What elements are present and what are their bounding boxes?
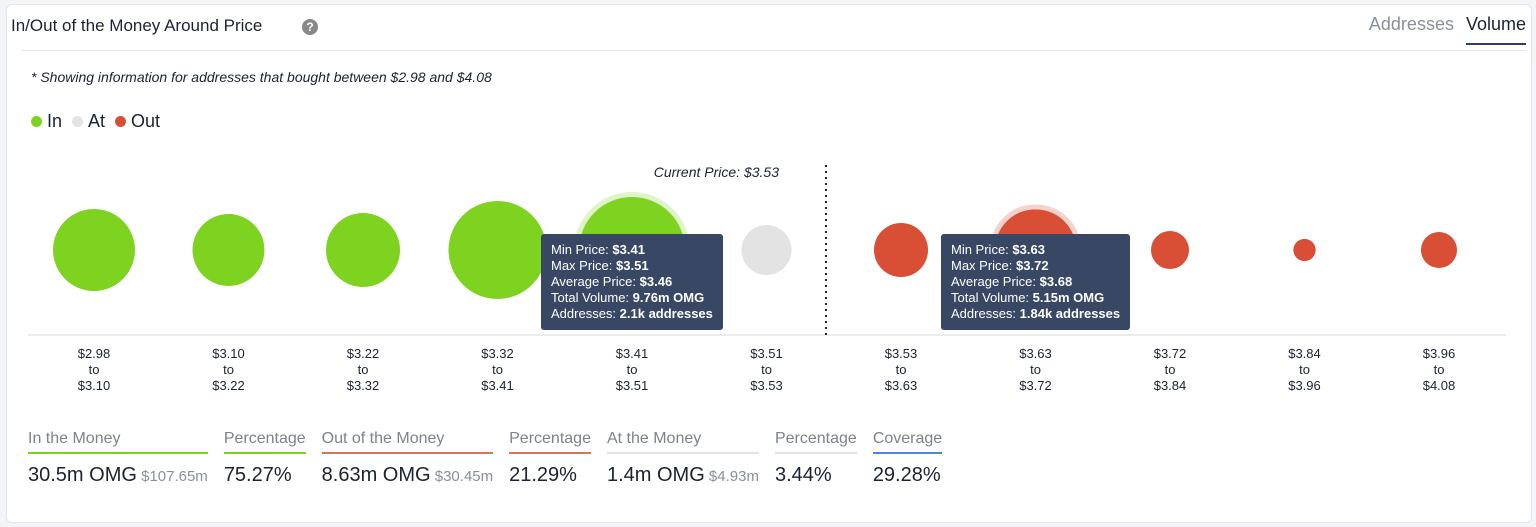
x-tick-label: $3.10	[78, 378, 111, 393]
tooltip: Min Price: $3.41 Max Price: $3.51 Average …	[541, 234, 723, 330]
x-tick-label: $3.53	[885, 346, 918, 361]
bubble-out[interactable]	[1420, 231, 1458, 269]
legend-out[interactable]: Out	[115, 111, 160, 132]
tooltip-row: Average Price: $3.46	[551, 274, 673, 289]
x-tick-label: $3.41	[481, 378, 514, 393]
current-price-label: Current Price: $3.53	[654, 164, 779, 180]
tooltip: Min Price: $3.63 Max Price: $3.72 Average …	[941, 234, 1131, 330]
legend: In At Out	[31, 111, 160, 132]
bubble-out[interactable]	[1150, 230, 1190, 270]
x-tick-label: $3.84	[1288, 346, 1321, 361]
x-tick-label: $3.22	[212, 378, 245, 393]
tooltip-row: Average Price: $3.68	[951, 274, 1073, 289]
x-tick-label: $3.32	[347, 378, 380, 393]
x-tick-label: to	[1434, 362, 1445, 377]
x-tick-label: $3.22	[347, 346, 380, 361]
x-tick-label: $3.72	[1019, 378, 1052, 393]
stat-out-of-the-money: Out of the Money 8.63m OMG $30.45m	[321, 430, 494, 486]
bubble-out[interactable]	[873, 222, 929, 278]
x-tick-label: $3.41	[616, 346, 649, 361]
x-tick-label: $3.53	[750, 378, 783, 393]
x-tick-label: to	[896, 362, 907, 377]
bubble-chart: $2.98to$3.10$3.10to$3.22$3.22to$3.32$3.3…	[28, 164, 1506, 393]
x-tick-label: $3.96	[1288, 378, 1321, 393]
x-tick-label: $3.32	[481, 346, 514, 361]
bubble-in[interactable]	[53, 209, 135, 291]
x-tick-label: $3.51	[616, 378, 649, 393]
x-tick-label: to	[223, 362, 234, 377]
tooltip-row: Total Volume: 9.76m OMG	[551, 290, 705, 305]
x-tick-label: $3.63	[1019, 346, 1052, 361]
x-tick-label: to	[1030, 362, 1041, 377]
tooltip-row: Min Price: $3.41	[551, 242, 645, 257]
x-tick-label: $3.96	[1423, 346, 1456, 361]
stat-in-the-money: In the Money 30.5m OMG $107.65m	[28, 430, 208, 486]
bubble-in[interactable]	[448, 201, 547, 299]
x-tick-label: $3.72	[1154, 346, 1187, 361]
x-tick-label: to	[1299, 362, 1310, 377]
x-tick-label: to	[358, 362, 369, 377]
tooltip-row: Total Volume: 5.15m OMG	[951, 290, 1105, 305]
tooltip-row: Addresses: 2.1k addresses	[551, 306, 713, 321]
bubble-at[interactable]	[741, 224, 792, 276]
x-tick-label: $2.98	[78, 346, 111, 361]
page-title: In/Out of the Money Around Price	[11, 16, 263, 35]
x-tick-label: to	[1165, 362, 1176, 377]
stat-percentage: Percentage 3.44%	[774, 430, 857, 486]
help-icon[interactable]: ?	[302, 19, 318, 35]
tooltip-row: Addresses: 1.84k addresses	[951, 306, 1121, 321]
stat-at-the-money: At the Money 1.4m OMG $4.93m	[606, 430, 759, 486]
tab-addresses[interactable]: Addresses	[1368, 14, 1454, 34]
stat-percentage: Percentage 21.29%	[509, 430, 591, 486]
x-tick-label: to	[89, 362, 100, 377]
bubble-in[interactable]	[192, 214, 265, 286]
legend-in[interactable]: In	[31, 111, 62, 132]
x-tick-label: $3.10	[212, 346, 245, 361]
x-tick-label: to	[492, 362, 503, 377]
x-tick-label: to	[761, 362, 772, 377]
tooltip-row: Max Price: $3.72	[951, 258, 1049, 273]
x-tick-label: $4.08	[1423, 378, 1456, 393]
divider	[22, 50, 1526, 51]
bubble-in[interactable]	[325, 212, 401, 288]
legend-at[interactable]: At	[72, 111, 105, 132]
bubble-out[interactable]	[1293, 238, 1316, 262]
tooltip-row: Max Price: $3.51	[551, 258, 649, 273]
x-tick-label: $3.84	[1154, 378, 1187, 393]
x-tick-label: $3.63	[885, 378, 918, 393]
tooltip-row: Min Price: $3.63	[951, 242, 1045, 257]
stat-coverage: Coverage 29.28%	[872, 430, 943, 486]
range-note: * Showing information for addresses that…	[31, 69, 492, 85]
tab-volume[interactable]: Volume	[1465, 14, 1526, 45]
summary-stats: In the Money 30.5m OMG $107.65m Percentage…	[28, 430, 943, 487]
x-tick-label: $3.51	[750, 346, 783, 361]
x-tick-label: to	[627, 362, 638, 377]
view-tabs: Addresses Volume	[1369, 14, 1526, 45]
stat-percentage: Percentage 75.27%	[223, 430, 306, 486]
